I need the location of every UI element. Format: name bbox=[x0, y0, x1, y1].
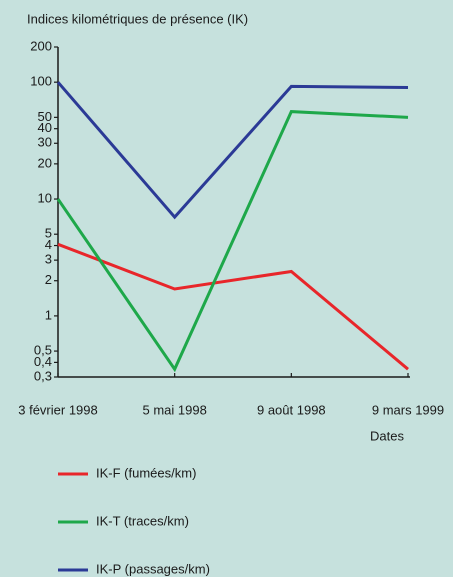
x-tick-label: 3 février 1998 bbox=[18, 402, 98, 417]
y-axis-label: Indices kilométriques de présence (IK) bbox=[27, 11, 248, 26]
y-tick-label: 2 bbox=[45, 272, 52, 287]
y-tick-label: 4 bbox=[45, 237, 52, 252]
x-tick-label: 9 mars 1999 bbox=[372, 402, 444, 417]
x-tick-label: 5 mai 1998 bbox=[143, 402, 207, 417]
y-tick-label: 3 bbox=[45, 252, 52, 267]
series-line bbox=[56, 110, 409, 373]
y-tick-label: 0,5 bbox=[34, 343, 52, 358]
y-tick-label: 50 bbox=[38, 109, 52, 124]
legend-label: IK-F (fumées/km) bbox=[96, 465, 196, 480]
y-tick-label: 100 bbox=[30, 74, 52, 89]
y-tick-label: 10 bbox=[38, 190, 52, 205]
series-line bbox=[56, 81, 409, 220]
legend-label: IK-T (traces/km) bbox=[96, 513, 189, 528]
y-tick-label: 20 bbox=[38, 155, 52, 170]
y-tick-label: 200 bbox=[30, 38, 52, 53]
y-tick-label: 40 bbox=[38, 120, 52, 135]
x-tick-label: 9 août 1998 bbox=[257, 402, 326, 417]
y-tick-label: 1 bbox=[45, 307, 52, 322]
series-line bbox=[57, 242, 409, 371]
legend-label: IK-P (passages/km) bbox=[96, 561, 210, 576]
y-tick-label: 0,3 bbox=[34, 368, 52, 383]
y-tick-label: 0,4 bbox=[34, 354, 52, 369]
y-tick-label: 30 bbox=[38, 135, 52, 150]
x-axis-label: Dates bbox=[370, 428, 404, 443]
y-tick-label: 5 bbox=[45, 226, 52, 241]
